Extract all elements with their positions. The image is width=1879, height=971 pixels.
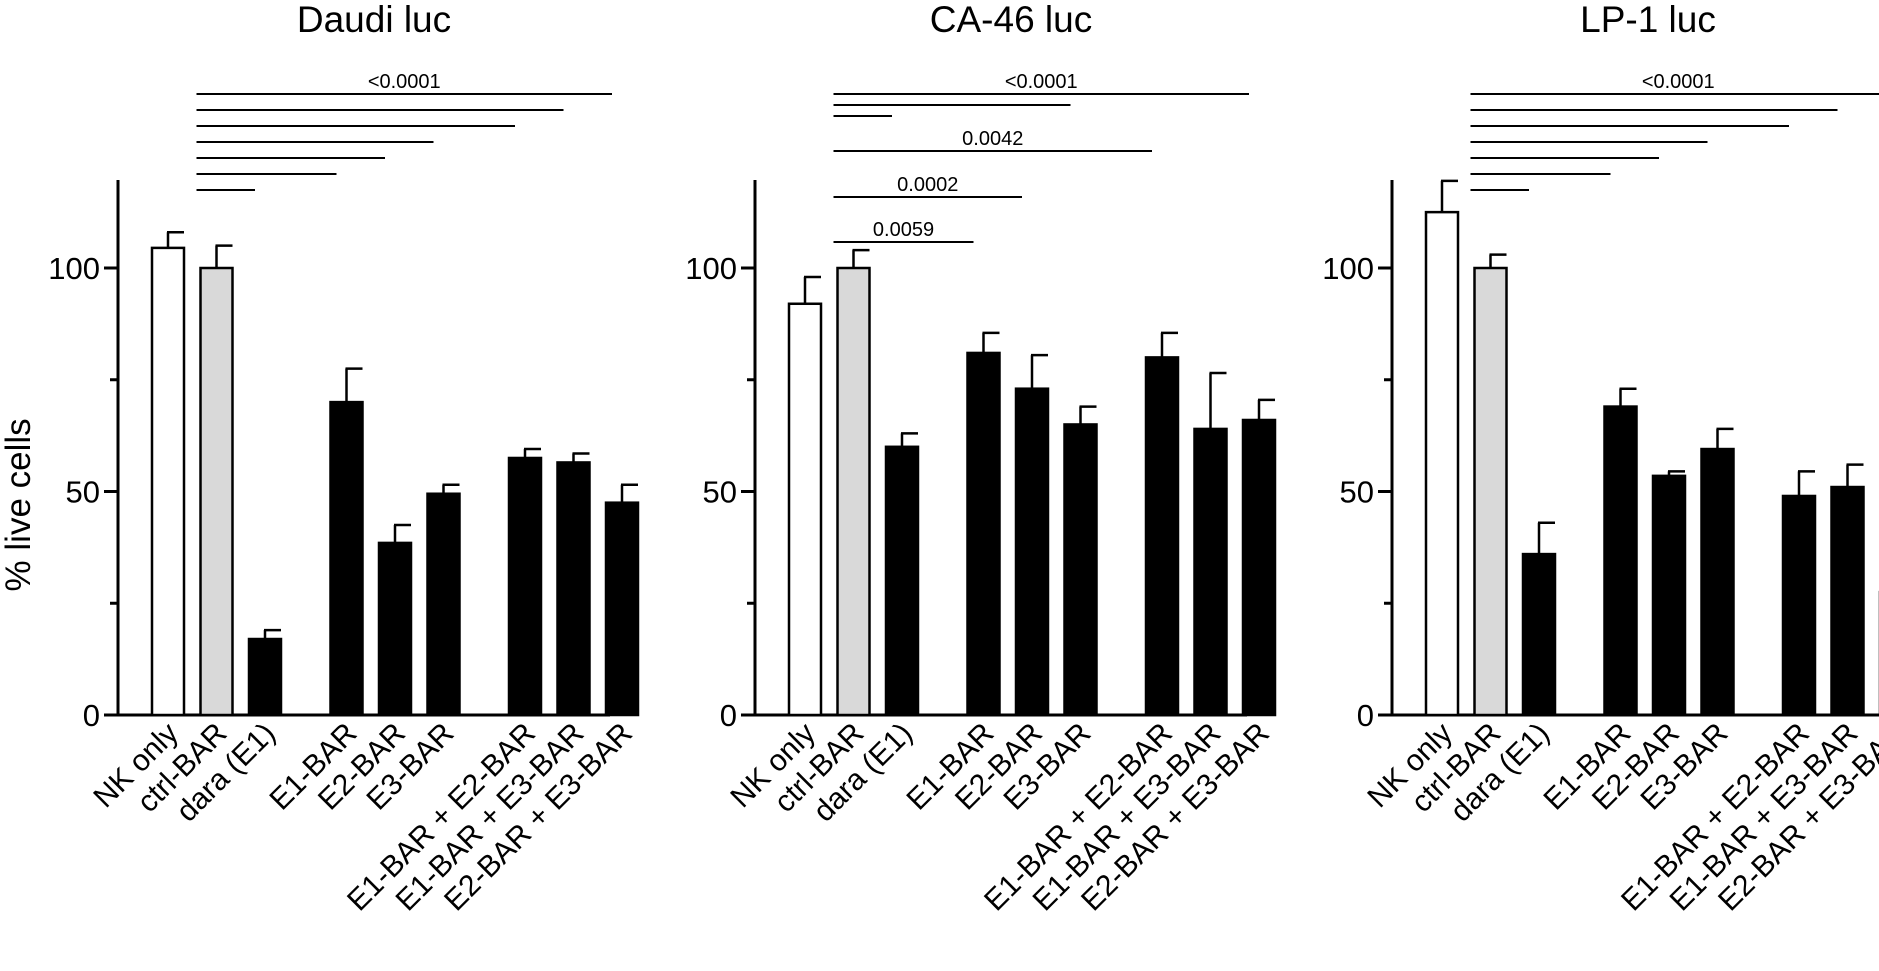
bar-e2-bar-e3-bar [604, 501, 640, 717]
y-tick-label: 50 [1340, 475, 1374, 510]
p-value-label: 0.0042 [962, 128, 1023, 150]
bar-e2-bar-e3-bar [1241, 418, 1277, 717]
y-tick-label: 0 [1357, 698, 1374, 733]
bar-e1-bar [1603, 405, 1638, 717]
bar-nk-only [150, 246, 186, 717]
bar-dara-e1 [1521, 552, 1557, 717]
bar-nk-only [1424, 210, 1460, 717]
bar-e1-bar [966, 351, 1001, 717]
bar-e2-bar [377, 541, 413, 717]
panel-title: LP-1 luc [1580, 0, 1716, 40]
bar-e1-bar-e3-bar [1193, 427, 1228, 717]
bar-e3-bar [426, 492, 461, 717]
y-tick-label: 0 [720, 698, 737, 733]
y-tick-label: 50 [703, 475, 737, 510]
y-tick-label: 100 [1322, 251, 1374, 286]
y-axis-label: % live cells [0, 418, 38, 591]
bar-e3-bar [1700, 447, 1735, 717]
bar-ctrl-bar [1473, 266, 1508, 717]
p-value-label: <0.0001 [368, 71, 441, 93]
panel-title: Daudi luc [297, 0, 451, 40]
bar-dara-e1 [247, 637, 283, 717]
bar-e1-bar-e3-bar [1830, 485, 1865, 717]
bar-nk-only [787, 302, 823, 717]
bar-e1-bar-e3-bar [556, 461, 591, 717]
bar-dara-e1 [884, 445, 920, 717]
p-value-label: 0.0059 [873, 219, 934, 241]
p-value-label: <0.0001 [1005, 71, 1078, 93]
y-tick-label: 50 [66, 475, 100, 510]
bar-e3-bar [1063, 423, 1098, 717]
bar-e1-bar-e2-bar [1144, 356, 1180, 717]
bar-e2-bar [1651, 474, 1687, 717]
bar-e1-bar [329, 400, 364, 717]
y-tick-label: 100 [48, 251, 100, 286]
bar-e2-bar [1014, 387, 1050, 717]
bar-e1-bar-e2-bar [1781, 494, 1817, 717]
panel-title: CA-46 luc [930, 0, 1092, 40]
y-tick-label: 100 [685, 251, 737, 286]
bar-ctrl-bar [199, 266, 234, 717]
p-value-label: 0.0002 [897, 174, 958, 196]
bar-e1-bar-e2-bar [507, 456, 543, 717]
bar-ctrl-bar [836, 266, 871, 717]
p-value-label: <0.0001 [1642, 71, 1715, 93]
y-tick-label: 0 [83, 698, 100, 733]
